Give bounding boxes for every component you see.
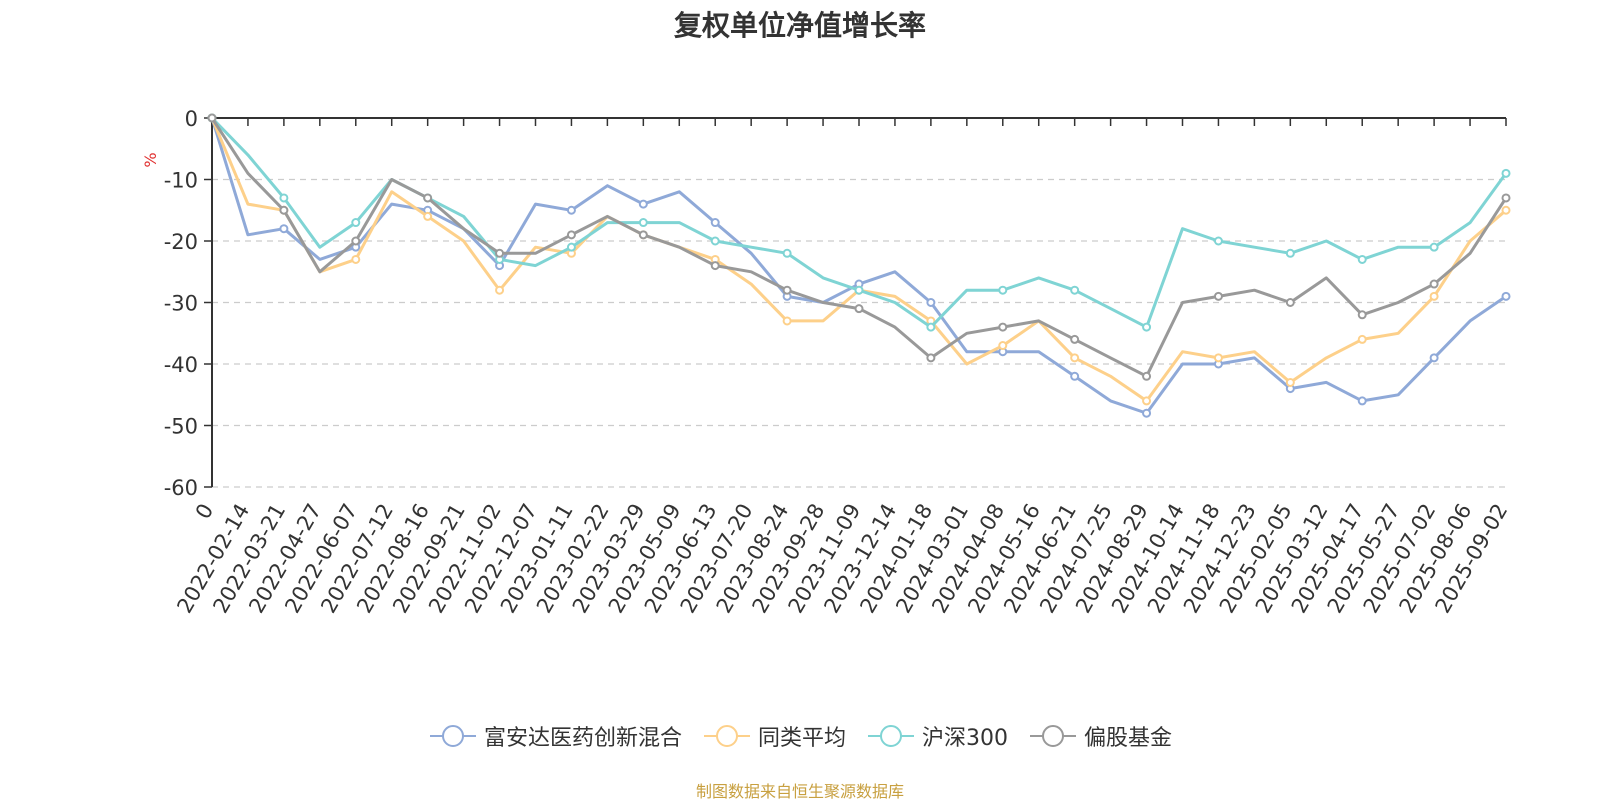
legend-item[interactable]: 沪深300 (866, 720, 1008, 752)
data-point (782, 248, 792, 258)
data-point (710, 236, 720, 246)
data-point (782, 285, 792, 295)
series-line-1 (210, 117, 1507, 403)
data-point (279, 205, 289, 215)
data-point (1070, 371, 1080, 381)
y-axis-label: % (141, 152, 160, 167)
y-tick-label: -30 (164, 292, 198, 316)
data-point (638, 218, 648, 228)
data-point (998, 341, 1008, 351)
legend-circle-icon (868, 725, 914, 747)
data-point (1357, 254, 1367, 264)
data-point (1357, 396, 1367, 406)
series-line-2 (210, 116, 1508, 329)
legend-item[interactable]: 偏股基金 (1028, 720, 1172, 752)
data-point (1429, 279, 1439, 289)
data-point (1070, 353, 1080, 363)
data-point (638, 199, 648, 209)
data-point (207, 113, 217, 123)
data-point (710, 218, 720, 228)
legend-label: 沪深300 (922, 726, 1008, 751)
data-point (1070, 285, 1080, 295)
data-point (1142, 322, 1152, 332)
data-point (1357, 334, 1367, 344)
y-tick-label: -40 (164, 353, 198, 377)
data-point (854, 304, 864, 314)
data-point (1429, 353, 1439, 363)
data-point (1285, 298, 1295, 307)
y-tick-label: -10 (164, 169, 198, 193)
data-point (495, 285, 505, 295)
data-point (1070, 334, 1080, 344)
data-point (279, 224, 289, 234)
data-point (1285, 248, 1295, 258)
data-point (1213, 353, 1223, 363)
data-point (1142, 408, 1152, 418)
data-point (926, 298, 936, 307)
data-point (1501, 291, 1511, 301)
legend-circle-icon (429, 725, 476, 747)
data-point (1501, 193, 1511, 203)
legend-label: 同类平均 (757, 726, 846, 751)
tick-labels: 0-10-20-30-40-50-6002022-02-142022-03-21… (141, 107, 1512, 617)
data-point (1213, 291, 1223, 301)
x-tick-label: 0 (191, 500, 218, 524)
line-chart: 0-10-20-30-40-50-6002022-02-142022-03-21… (141, 107, 1512, 617)
data-point (351, 218, 361, 228)
data-point (1429, 242, 1439, 252)
axes (204, 117, 1507, 488)
data-point (423, 211, 433, 221)
series-lines (207, 113, 1511, 418)
legend-item[interactable]: 同类平均 (702, 720, 846, 752)
source-note: 制图数据来自恒生聚源数据库 (695, 782, 904, 800)
data-point (1429, 291, 1439, 301)
y-tick-label: 0 (185, 107, 198, 131)
data-point (710, 261, 720, 271)
legend-label: 富安达医药创新混合 (483, 726, 682, 751)
data-point (998, 322, 1008, 332)
data-point (998, 285, 1008, 295)
legend-item[interactable]: 富安达医药创新混合 (428, 720, 682, 752)
data-point (926, 353, 936, 363)
legend-circle-icon (703, 725, 750, 747)
grid-lines (212, 178, 1506, 488)
y-tick-label: -50 (164, 415, 198, 439)
data-point (423, 193, 433, 203)
legend-circle-icon (1030, 725, 1076, 747)
data-point (495, 248, 505, 258)
data-point (566, 205, 576, 215)
data-point (782, 316, 792, 326)
y-tick-label: -20 (164, 230, 198, 254)
data-point (566, 242, 576, 252)
data-point (854, 285, 864, 295)
data-point (1501, 205, 1511, 215)
data-point (1142, 396, 1152, 406)
data-point (1357, 310, 1367, 320)
data-point (1285, 377, 1295, 387)
data-point (638, 230, 648, 240)
y-tick-label: -60 (164, 476, 198, 500)
data-point (279, 193, 289, 203)
data-point (566, 230, 576, 240)
data-point (351, 254, 361, 264)
data-point (926, 322, 936, 332)
legend: 富安达医药创新混合 同类平均 沪深300 偏股基金 (0, 720, 1600, 752)
data-point (1213, 236, 1223, 246)
data-point (1142, 371, 1152, 381)
data-point (351, 236, 361, 246)
legend-label: 偏股基金 (1084, 726, 1173, 751)
chart-title: 复权单位净值增长率 (673, 9, 926, 42)
data-point (1501, 168, 1511, 178)
